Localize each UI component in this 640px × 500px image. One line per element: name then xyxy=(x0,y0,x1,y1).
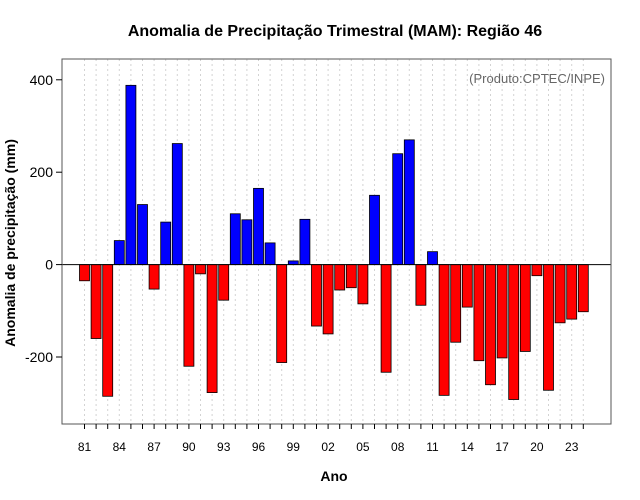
bar-09 xyxy=(403,139,415,266)
bar-87 xyxy=(148,264,160,290)
bar-24 xyxy=(577,264,589,313)
x-tick-label: 14 xyxy=(461,440,475,454)
vertical-grid xyxy=(84,59,584,424)
bar-86 xyxy=(137,204,148,266)
bar-89 xyxy=(171,143,183,266)
bar-07 xyxy=(380,264,392,373)
x-tick-label: 11 xyxy=(426,440,439,454)
bar-12 xyxy=(438,264,450,396)
x-axis-label: Ano xyxy=(320,468,347,484)
bars-group xyxy=(79,84,589,400)
bar-17 xyxy=(496,264,508,359)
bar-95 xyxy=(241,219,253,266)
y-axis-label: Anomalia de precipitação (mm) xyxy=(2,139,18,347)
x-tick-label: 05 xyxy=(356,440,370,454)
x-tick-label: 93 xyxy=(217,440,231,454)
bar-20 xyxy=(531,264,543,277)
bar-83 xyxy=(102,264,114,397)
x-tick-label: 87 xyxy=(147,440,161,454)
bar-97 xyxy=(264,242,276,266)
bar-82 xyxy=(90,264,102,339)
bar-16 xyxy=(485,264,496,386)
source-note: (Produto:CPTEC/INPE) xyxy=(469,71,605,86)
plot-frame xyxy=(61,58,612,425)
bar-88 xyxy=(160,221,172,266)
bar-15 xyxy=(473,264,485,362)
x-tick-label: 96 xyxy=(252,440,266,454)
bar-23 xyxy=(566,264,578,320)
y-tick-label: -200 xyxy=(25,349,53,365)
bar-01 xyxy=(311,264,322,327)
bar-14 xyxy=(461,264,473,308)
x-tick-label: 84 xyxy=(113,440,127,454)
bar-22 xyxy=(554,264,566,324)
x-tick-label: 17 xyxy=(495,440,509,454)
bar-94 xyxy=(229,213,241,266)
bar-11 xyxy=(427,251,438,266)
bar-08 xyxy=(392,153,404,266)
x-tick-label: 20 xyxy=(530,440,544,454)
y-tick-label: 400 xyxy=(30,72,54,88)
y-tick-label: 200 xyxy=(30,164,54,180)
bar-91 xyxy=(195,264,206,275)
bar-85 xyxy=(125,84,137,266)
x-tick-label: 90 xyxy=(182,440,196,454)
bar-05 xyxy=(357,264,369,305)
bar-21 xyxy=(543,264,554,391)
bar-10 xyxy=(415,264,427,306)
bar-04 xyxy=(345,264,357,289)
bar-06 xyxy=(369,194,380,266)
x-tick-label: 02 xyxy=(321,440,335,454)
x-tick-label: 23 xyxy=(565,440,579,454)
x-tick-label: 08 xyxy=(391,440,405,454)
x-tick-label: 81 xyxy=(78,440,92,454)
x-tick-label: 99 xyxy=(287,440,301,454)
bar-00 xyxy=(299,218,311,266)
bar-19 xyxy=(519,264,531,352)
bar-99 xyxy=(287,260,299,266)
bar-92 xyxy=(206,264,218,393)
bar-84 xyxy=(113,240,125,266)
bar-90 xyxy=(183,264,195,367)
x-axis: 81 84 87 90 93 96 99 02 05 08 11 14 17 20 23 xyxy=(78,424,584,454)
y-axis: -200 0 200 400 xyxy=(25,72,62,365)
bar-03 xyxy=(334,264,346,291)
bar-18 xyxy=(508,264,520,400)
y-tick-label: 0 xyxy=(45,257,53,273)
bar-02 xyxy=(322,264,334,335)
chart-title: Anomalia de Precipitação Trimestral (MAM… xyxy=(128,23,542,40)
bar-96 xyxy=(253,187,264,266)
bar-13 xyxy=(450,264,462,343)
bar-81 xyxy=(79,264,90,282)
bar-93 xyxy=(218,264,230,301)
bar-98 xyxy=(276,264,288,363)
